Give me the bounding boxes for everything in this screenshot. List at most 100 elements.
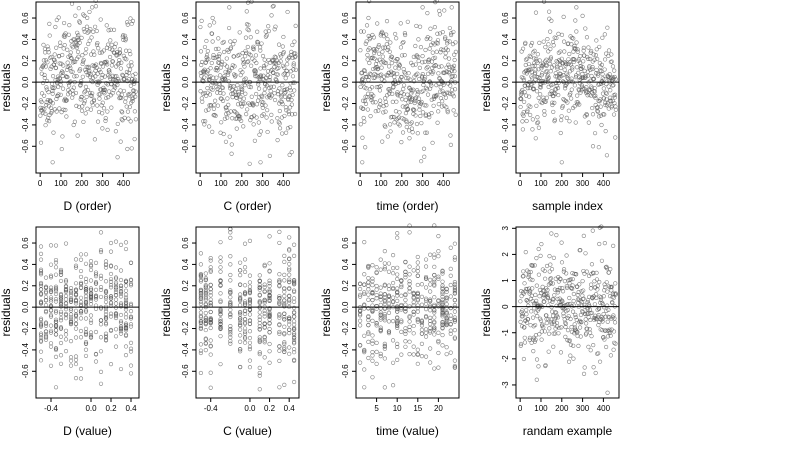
data-point — [591, 342, 596, 348]
data-point — [523, 40, 528, 45]
data-point — [203, 60, 208, 65]
data-point — [80, 74, 85, 79]
data-point — [419, 318, 425, 323]
data-point — [370, 283, 375, 288]
data-point — [83, 330, 89, 335]
data-point — [213, 98, 218, 103]
data-point — [292, 299, 297, 304]
data-point — [395, 290, 400, 295]
data-point — [572, 57, 577, 62]
data-point — [571, 298, 576, 304]
data-point — [63, 287, 69, 292]
data-point — [208, 325, 213, 331]
data-point — [370, 350, 375, 355]
data-point — [532, 339, 538, 344]
data-point — [291, 61, 296, 66]
data-point — [242, 290, 248, 295]
data-point — [374, 296, 379, 301]
data-point — [597, 359, 603, 364]
data-point — [247, 335, 253, 341]
data-point — [557, 62, 563, 67]
data-point — [390, 360, 396, 365]
data-point — [382, 318, 387, 323]
data-point — [93, 270, 99, 275]
data-point — [600, 328, 605, 333]
data-point — [607, 330, 612, 335]
data-point — [198, 294, 203, 299]
data-point — [108, 328, 114, 333]
data-point — [257, 350, 262, 355]
y-tick-label: 0.4 — [21, 33, 30, 45]
data-point — [548, 276, 554, 281]
data-point — [292, 314, 297, 319]
data-point — [407, 319, 412, 324]
data-point — [203, 285, 208, 290]
data-point — [436, 340, 441, 345]
data-point — [208, 269, 213, 274]
data-point — [39, 91, 45, 96]
x-tick-label: 0.0 — [244, 404, 256, 413]
data-point — [292, 288, 297, 293]
data-point — [65, 47, 70, 52]
data-point — [82, 99, 87, 104]
data-point — [245, 27, 250, 32]
x-tick-label: 5 — [374, 404, 379, 413]
data-point — [226, 79, 231, 84]
data-point — [120, 110, 125, 115]
y-tick-label: 0.0 — [181, 301, 190, 313]
data-point — [203, 318, 208, 323]
data-point — [407, 289, 412, 294]
data-point — [238, 333, 243, 338]
data-point — [594, 270, 599, 275]
data-point — [247, 289, 253, 294]
data-point — [445, 108, 450, 113]
data-point — [79, 108, 85, 113]
data-point — [538, 318, 544, 323]
data-point — [518, 104, 523, 110]
data-point — [43, 290, 49, 295]
data-point — [107, 70, 112, 75]
data-point — [118, 302, 124, 307]
data-point — [363, 145, 368, 150]
data-point — [269, 13, 274, 18]
data-point — [53, 291, 59, 297]
data-point — [280, 131, 285, 136]
data-point — [53, 299, 59, 304]
data-point — [282, 294, 287, 299]
data-point — [102, 74, 107, 79]
data-point — [198, 289, 203, 294]
data-point — [58, 269, 64, 274]
data-point — [531, 87, 536, 92]
data-point — [52, 85, 57, 90]
data-point — [255, 41, 260, 46]
data-point — [203, 327, 208, 333]
data-point — [108, 314, 114, 319]
data-point — [247, 291, 253, 296]
data-point — [58, 309, 64, 314]
data-point — [100, 64, 106, 69]
data-point — [63, 337, 69, 342]
data-point — [533, 136, 538, 141]
data-point — [238, 322, 243, 328]
data-point — [524, 312, 529, 317]
data-point — [380, 54, 385, 59]
data-point — [108, 76, 113, 82]
data-point — [395, 231, 400, 236]
data-point — [282, 317, 287, 322]
data-point — [228, 230, 233, 235]
data-point — [88, 262, 94, 268]
data-point — [93, 359, 99, 364]
data-point — [527, 335, 533, 340]
data-point — [287, 286, 292, 291]
data-point — [247, 318, 253, 323]
data-point — [83, 276, 89, 281]
data-point — [526, 273, 532, 278]
data-point — [536, 364, 541, 369]
data-point — [448, 266, 453, 271]
data-point — [411, 300, 416, 305]
data-point — [252, 58, 257, 63]
data-point — [452, 255, 457, 260]
data-point — [563, 61, 568, 66]
data-point — [203, 289, 208, 294]
data-point — [559, 298, 564, 303]
